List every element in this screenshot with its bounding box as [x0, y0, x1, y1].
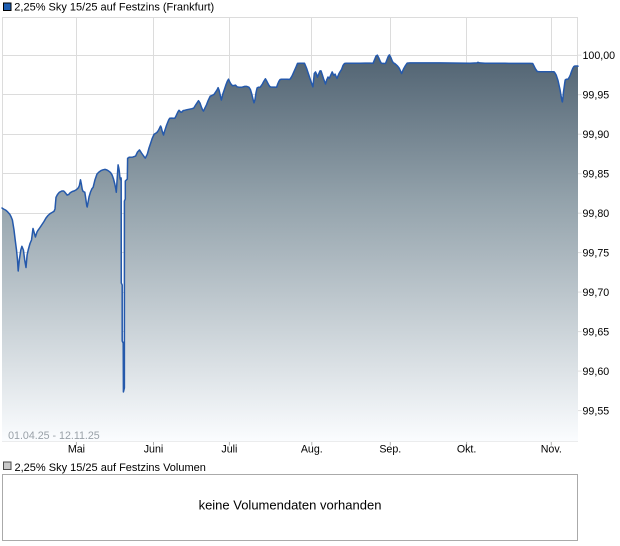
svg-text:Sep.: Sep.	[379, 444, 401, 456]
svg-text:Aug.: Aug.	[301, 444, 323, 456]
svg-text:2,25% Sky 15/25 auf Festzins (: 2,25% Sky 15/25 auf Festzins (Frankfurt)	[14, 1, 214, 13]
svg-text:99,85: 99,85	[583, 169, 610, 181]
svg-text:100,00: 100,00	[583, 50, 616, 62]
svg-text:99,70: 99,70	[583, 287, 610, 299]
svg-text:Okt.: Okt.	[457, 444, 477, 456]
svg-text:99,65: 99,65	[583, 327, 610, 339]
svg-text:Juli: Juli	[221, 444, 237, 456]
svg-text:Nov.: Nov.	[541, 444, 562, 456]
svg-text:99,80: 99,80	[583, 208, 610, 220]
svg-text:99,75: 99,75	[583, 248, 610, 260]
svg-text:99,55: 99,55	[583, 406, 610, 418]
svg-text:Mai: Mai	[68, 444, 85, 456]
svg-text:Juni: Juni	[144, 444, 164, 456]
svg-text:99,95: 99,95	[583, 90, 610, 102]
svg-text:99,90: 99,90	[583, 129, 610, 141]
svg-text:keine Volumendaten vorhanden: keine Volumendaten vorhanden	[199, 498, 382, 513]
svg-text:99,60: 99,60	[583, 366, 610, 378]
svg-text:2,25% Sky 15/25 auf Festzins V: 2,25% Sky 15/25 auf Festzins Volumen	[15, 462, 206, 474]
svg-text:01.04.25 - 12.11.25: 01.04.25 - 12.11.25	[8, 430, 100, 442]
